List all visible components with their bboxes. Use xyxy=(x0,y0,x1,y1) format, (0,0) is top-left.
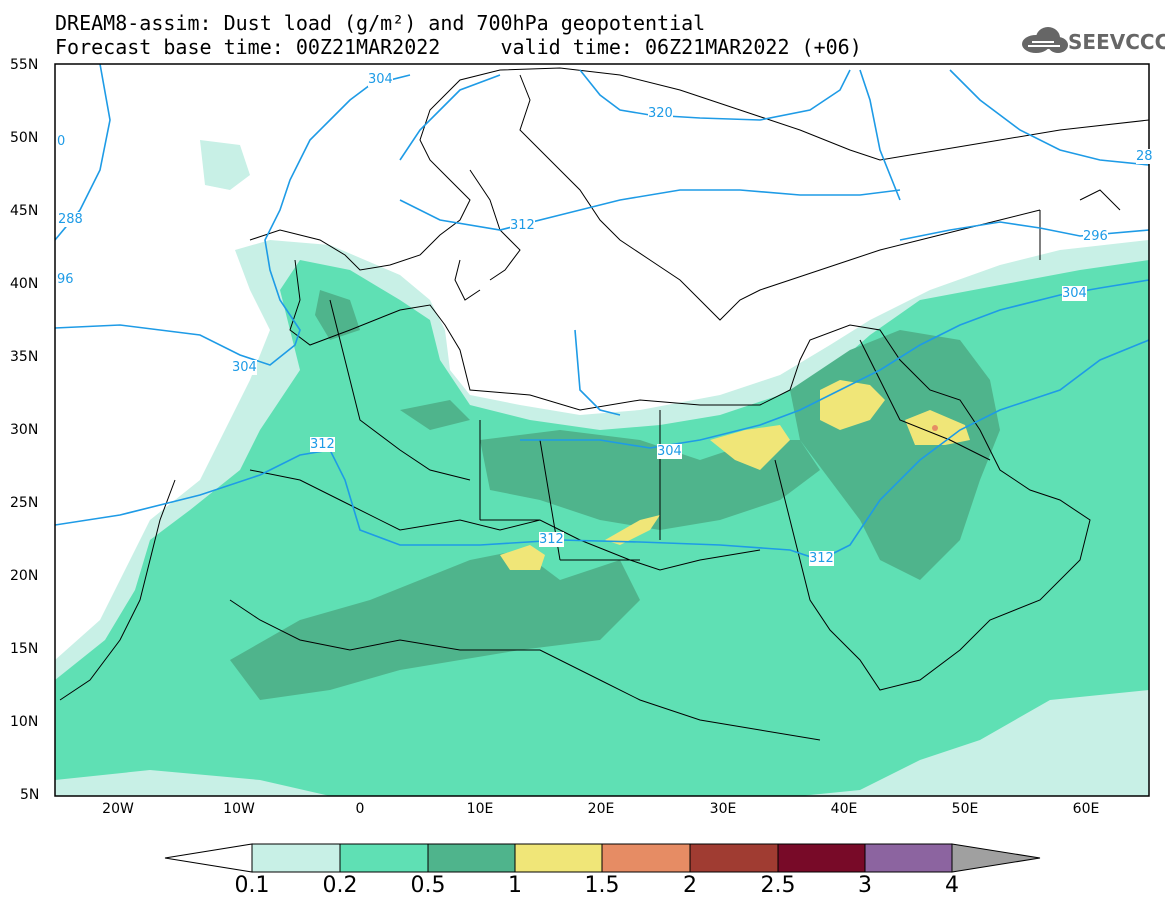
lon-label: 40E xyxy=(830,801,858,817)
plot-frame xyxy=(54,63,1150,797)
colorbar-tick: 1 xyxy=(508,873,522,898)
colorbar-tick: 2 xyxy=(683,873,697,898)
dust-level-0-5 xyxy=(230,290,1000,700)
lon-label: 10W xyxy=(223,801,255,817)
geopotential-contours xyxy=(55,64,1149,561)
colorbar-tick: 2.5 xyxy=(760,873,796,898)
lon-label: 20E xyxy=(587,801,615,817)
lat-label: 5N xyxy=(20,787,40,803)
lat-label: 45N xyxy=(10,203,39,219)
lat-label: 40N xyxy=(10,276,39,292)
contour-label: 304 xyxy=(368,72,393,87)
colorbar-tick: 1.5 xyxy=(584,873,620,898)
coastlines xyxy=(59,67,1149,741)
contour-label: 304 xyxy=(657,444,682,459)
lat-label: 55N xyxy=(10,57,39,73)
lat-label: 30N xyxy=(10,422,39,438)
contour-label: 312 xyxy=(510,218,535,233)
lat-label: 20N xyxy=(10,568,39,584)
colorbar-tick: 0.1 xyxy=(234,873,270,898)
contour-label: 312 xyxy=(310,437,335,452)
colorbar-tick: 4 xyxy=(945,873,959,898)
lon-label: 30E xyxy=(709,801,737,817)
lat-label: 35N xyxy=(10,349,39,365)
lon-label: 50E xyxy=(951,801,979,817)
colorbar-tick: 3 xyxy=(858,873,872,898)
lon-label: 10E xyxy=(466,801,494,817)
cloud-icon xyxy=(1022,27,1068,53)
contour-label: 320 xyxy=(648,106,673,121)
contour-label: 288 xyxy=(58,212,83,227)
lon-label: 0 xyxy=(355,801,365,817)
colorbar-tick: 0.5 xyxy=(410,873,446,898)
map-title: DREAM8-assim: Dust load (g/m²) and 700hP… xyxy=(55,11,706,35)
contour-label: 96 xyxy=(57,272,74,287)
lat-label: 50N xyxy=(10,130,39,146)
contour-label: 312 xyxy=(539,532,564,547)
colorbar xyxy=(164,843,1041,873)
contour-label: 28 xyxy=(1136,149,1153,164)
contour-label: 0 xyxy=(57,134,66,149)
contour-label: 304 xyxy=(232,360,257,375)
contour-label: 296 xyxy=(1083,229,1108,244)
contour-label: 304 xyxy=(1062,286,1087,301)
lat-label: 15N xyxy=(10,641,39,657)
lon-label: 20W xyxy=(102,801,134,817)
colorbar-tick: 0.2 xyxy=(322,873,358,898)
lat-label: 25N xyxy=(10,495,39,511)
lon-label: 60E xyxy=(1072,801,1100,817)
lat-label: 10N xyxy=(10,714,39,730)
contour-label: 312 xyxy=(809,551,834,566)
forecast-times: Forecast base time: 00Z21MAR2022 valid t… xyxy=(55,35,862,59)
logo-text: SEEVCCC xyxy=(1068,30,1165,54)
